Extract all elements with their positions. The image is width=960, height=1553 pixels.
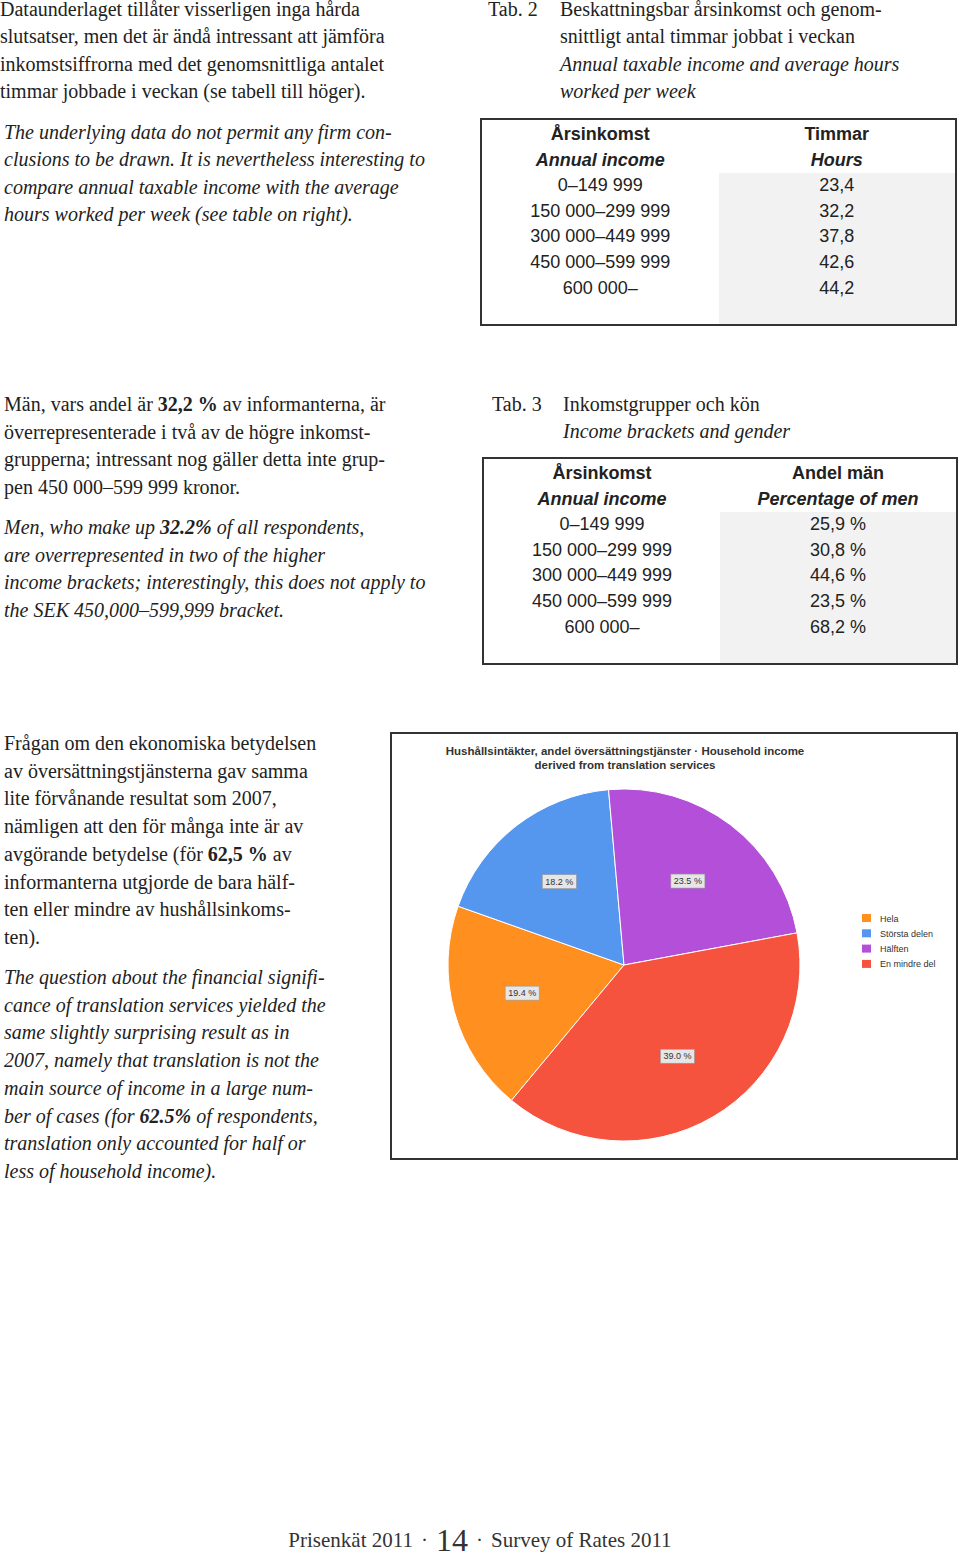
html-text:Frågan om den ekonomiska betyd: Frågan om den ekonomiska betydelsen <box>4 732 317 754</box>
html-text:Timmar: Timmar <box>804 124 870 144</box>
svg-text:Hälften: Hälften <box>880 944 909 954</box>
html-text:Annual income: Annual income <box>537 488 667 509</box>
html-text:worked per week: worked per week <box>560 80 696 103</box>
html-text:Men, who make up 32.2% of all: Men, who make up 32.2% of all respondent… <box>4 516 365 538</box>
html-text:44,2: 44,2 <box>819 277 855 298</box>
html-text:300 000–449 999: 300 000–449 999 <box>531 565 673 586</box>
html-text:Hours: Hours <box>810 149 863 170</box>
html-text:ten eller mindre av hushållsin: ten eller mindre av hushållsinkoms- <box>4 898 291 921</box>
html-text:överrepresenterade i två av de: överrepresenterade i två av de högre ink… <box>4 420 371 443</box>
html-text:Tab. 3: Tab. 3 <box>492 393 542 415</box>
html-text:timmar jobbade i veckan (se ta: timmar jobbade i veckan (se tabell till … <box>0 80 366 103</box>
html-text:main source of income in a lar: main source of income in a large num- <box>4 1076 313 1099</box>
html-text:· Survey of Rates 2011: · Survey of Rates 2011 <box>476 1528 672 1553</box>
html-text:37,8: 37,8 <box>819 226 855 247</box>
html-text:The question about the financi: The question about the financial signifi… <box>4 966 325 988</box>
html-text:300 000–449 999: 300 000–449 999 <box>530 226 671 247</box>
html-text:income brackets; interestingly: income brackets; interestingly, this doe… <box>4 571 426 594</box>
html-text:grupperna; intressant nog gäll: grupperna; intressant nog gäller detta i… <box>4 448 385 471</box>
html-text:600 000–: 600 000– <box>564 616 640 637</box>
html-text:ten).: ten). <box>4 925 41 948</box>
html-text:same slightly surprising resul: same slightly surprising result as in <box>4 1021 290 1044</box>
html-text:informanterna utgjorde de bara: informanterna utgjorde de bara hälf- <box>4 870 295 893</box>
svg-text:derived from translation servi: derived from translation services <box>535 759 716 771</box>
html-text:av översättningstjänsterna gav: av översättningstjänsterna gav samma <box>4 759 308 782</box>
svg-text:18.2 %: 18.2 % <box>545 877 573 887</box>
html-text:clusions to be drawn. It is ne: clusions to be drawn. It is nevertheless… <box>4 148 425 171</box>
html-text:avgörande betydelse (för 62,5: avgörande betydelse (för 62,5 % av <box>4 842 292 865</box>
html-text:inkomstsiffrorna med det genom: inkomstsiffrorna med det genomsnittliga … <box>0 52 384 75</box>
html-text:600 000–: 600 000– <box>562 277 638 298</box>
html-text:44,6 %: 44,6 % <box>810 565 866 586</box>
html-text:68,2 %: 68,2 % <box>810 616 866 637</box>
html-text:lite förvånande resultat som 2: lite förvånande resultat som 2007, <box>4 787 277 810</box>
html-text:0–149 999: 0–149 999 <box>559 514 645 535</box>
html-text:pen 450 000–599 999 kronor.: pen 450 000–599 999 kronor. <box>4 475 241 498</box>
html-text:Prisenkät 2011 ·: Prisenkät 2011 · <box>288 1528 428 1553</box>
html-text:450 000–599 999: 450 000–599 999 <box>530 252 671 272</box>
svg-text:Största delen: Största delen <box>880 929 933 939</box>
html-text:are overrepresented in two of: are overrepresented in two of the higher <box>4 543 325 566</box>
html-text:25,9 %: 25,9 % <box>810 514 866 535</box>
html-text:450 000–599 999: 450 000–599 999 <box>531 591 673 611</box>
html-text:30,8 %: 30,8 % <box>810 539 866 560</box>
html-text:0–149 999: 0–149 999 <box>557 175 643 196</box>
html-text:cance of translation services: cance of translation services yielded th… <box>4 993 326 1016</box>
html-text:Annual taxable income and aver: Annual taxable income and average hours <box>560 52 900 75</box>
html-text:ber of cases (for 62.5% of res: ber of cases (for 62.5% of respondents, <box>4 1104 318 1127</box>
html-text:the SEK 450,000–599,999 bracke: the SEK 450,000–599,999 bracket. <box>4 598 284 621</box>
html-text:2007, namely that translation: 2007, namely that translation is not the <box>4 1049 319 1072</box>
html-text:Inkomstgrupper och kön: Inkomstgrupper och kön <box>563 393 760 415</box>
svg-text:Hushållsintäkter, andel översä: Hushållsintäkter, andel översättningstjä… <box>446 745 805 757</box>
html-text:Årsinkomst: Årsinkomst <box>550 124 650 144</box>
svg-text:19.4 %: 19.4 % <box>508 988 536 998</box>
html-text:slutsatser, men det är ändå in: slutsatser, men det är ändå intressant a… <box>0 25 385 48</box>
html-text:The underlying data do not per: The underlying data do not permit any fi… <box>4 121 392 143</box>
html-text:Income brackets and gender: Income brackets and gender <box>563 420 791 443</box>
html-text:23,4: 23,4 <box>819 175 855 196</box>
svg-text:Hela: Hela <box>880 914 899 924</box>
html-text:Årsinkomst: Årsinkomst <box>552 463 652 483</box>
html-text:hours worked per week (see tab: hours worked per week (see table on righ… <box>4 203 353 226</box>
html-text:translation only accounted for: translation only accounted for half or <box>4 1132 306 1155</box>
html-text:Andel män: Andel män <box>792 463 884 483</box>
html-text:150 000–299 999: 150 000–299 999 <box>530 200 671 221</box>
html-text:snittligt antal timmar jobbat: snittligt antal timmar jobbat i veckan <box>560 25 855 48</box>
html-text:compare annual taxable income: compare annual taxable income with the a… <box>4 175 399 198</box>
html-text:nämligen att den för många int: nämligen att den för många inte är av <box>4 815 304 838</box>
html-text:less of household income).: less of household income). <box>4 1159 217 1182</box>
html-text:23,5 %: 23,5 % <box>810 591 866 611</box>
html-text:150 000–299 999: 150 000–299 999 <box>531 539 673 560</box>
html-text:Percentage of men: Percentage of men <box>757 488 919 509</box>
svg-text:En mindre del: En mindre del <box>880 959 936 969</box>
html-text:Annual income: Annual income <box>535 149 665 170</box>
svg-text:23.5 %: 23.5 % <box>674 876 702 886</box>
html-text:42,6: 42,6 <box>819 252 855 272</box>
html-text:Män, vars andel är 32,2 % av i: Män, vars andel är 32,2 % av informanter… <box>4 393 386 415</box>
html-text:32,2: 32,2 <box>819 200 855 221</box>
svg-text:39.0 %: 39.0 % <box>663 1051 691 1061</box>
